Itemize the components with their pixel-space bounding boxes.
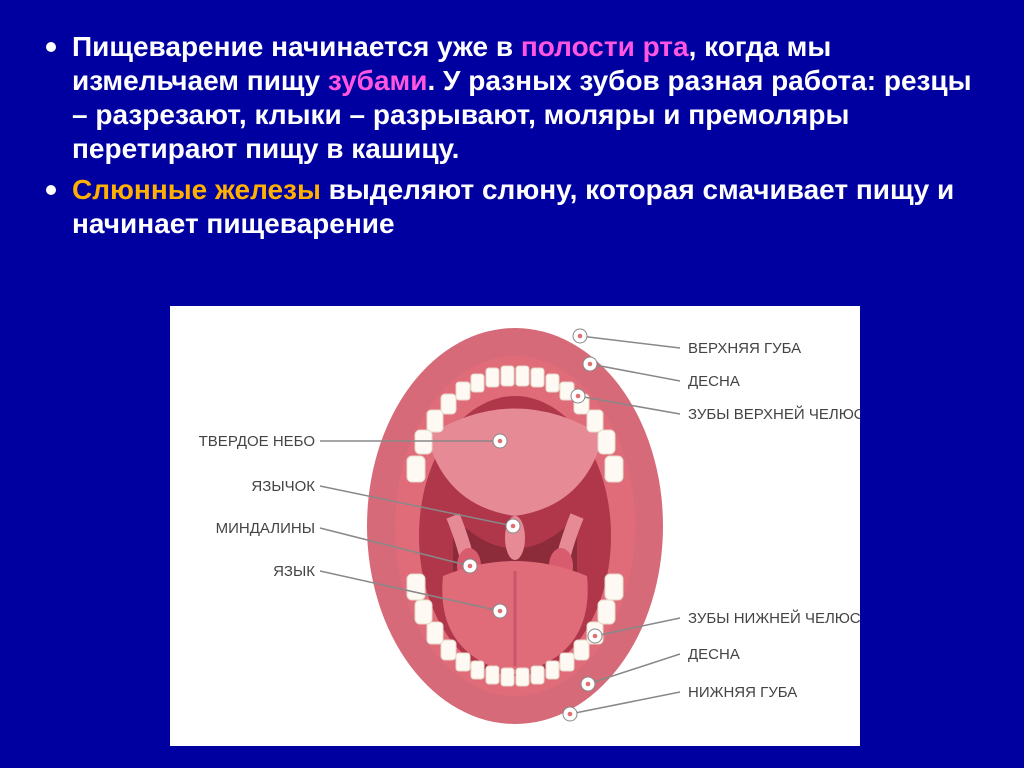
- label-lower-teeth: ЗУБЫ НИЖНЕЙ ЧЕЛЮСТИ: [688, 609, 860, 627]
- label-lower-gum: ДЕСНА: [688, 646, 740, 663]
- label-tonsils: МИНДАЛИНЫ: [216, 520, 315, 537]
- bullet-list: Пищеварение начинается уже в полости рта…: [40, 30, 984, 241]
- mouth-diagram: ТВЕРДОЕ НЕБО ЯЗЫЧОК МИНДАЛИНЫ ЯЗЫК ВЕРХН…: [170, 306, 860, 746]
- label-upper-gum: ДЕСНА: [688, 373, 740, 390]
- bullet-2-hl-salivary-glands: Слюнные железы: [72, 174, 321, 205]
- label-lower-lip: НИЖНЯЯ ГУБА: [688, 684, 797, 701]
- bullet-1: Пищеварение начинается уже в полости рта…: [40, 30, 984, 167]
- label-uvula: ЯЗЫЧОК: [251, 478, 315, 495]
- bullet-1-seg1: Пищеварение начинается уже в: [72, 31, 521, 62]
- label-tongue: ЯЗЫК: [273, 563, 315, 580]
- slide-root: Пищеварение начинается уже в полости рта…: [0, 0, 1024, 768]
- bullet-1-hl-oral-cavity: полости рта: [521, 31, 689, 62]
- bullet-1-hl-teeth: зубами: [328, 65, 428, 96]
- label-hard-palate: ТВЕРДОЕ НЕБО: [199, 433, 315, 450]
- bullet-disc: [46, 42, 56, 52]
- bullet-2-text: Слюнные железы выделяют слюну, которая с…: [72, 174, 954, 239]
- bullet-2: Слюнные железы выделяют слюну, которая с…: [40, 173, 984, 241]
- label-upper-teeth: ЗУБЫ ВЕРХНЕЙ ЧЕЛЮСТИ: [688, 405, 860, 423]
- bullet-disc: [46, 185, 56, 195]
- label-upper-lip: ВЕРХНЯЯ ГУБА: [688, 340, 801, 357]
- bullet-1-text: Пищеварение начинается уже в полости рта…: [72, 31, 972, 164]
